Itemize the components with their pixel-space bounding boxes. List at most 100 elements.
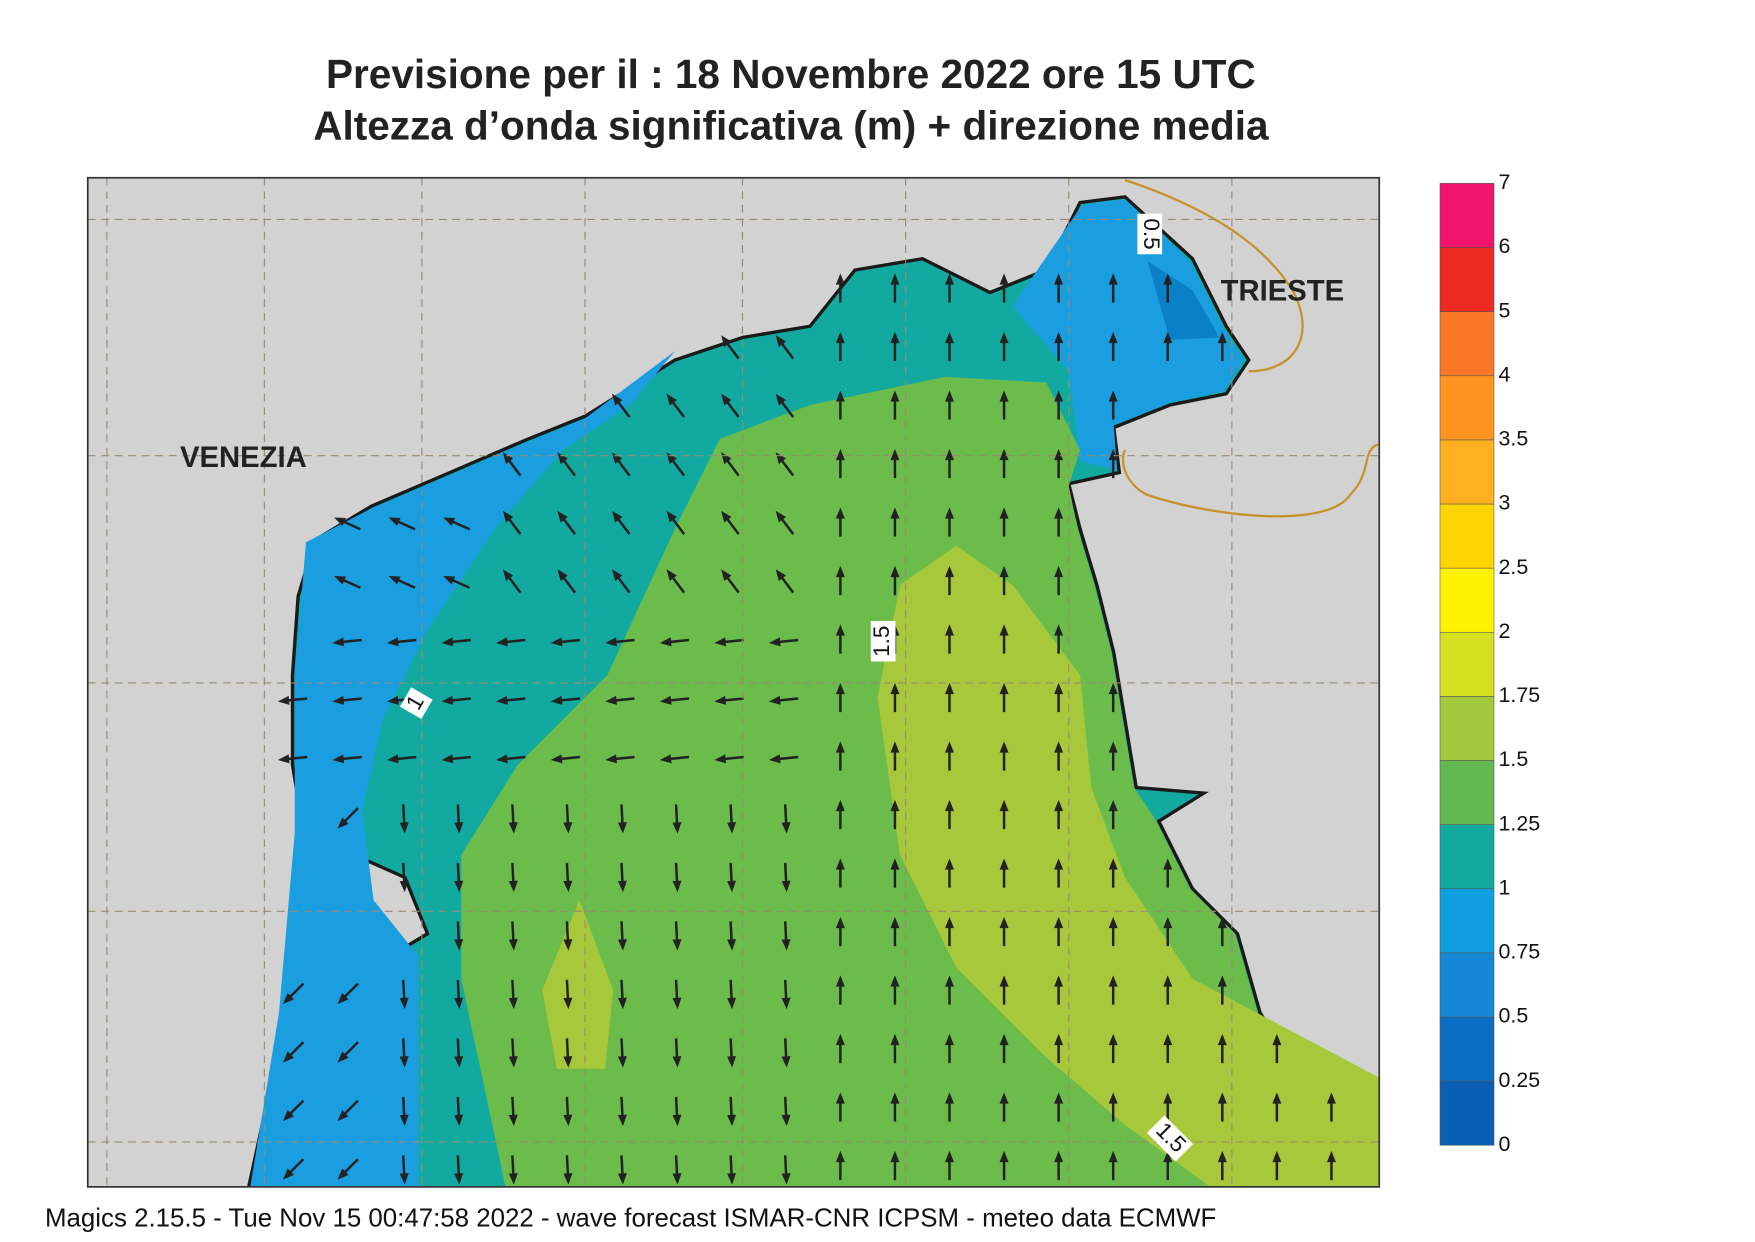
arrow-head bbox=[768, 695, 781, 705]
arrow-head bbox=[781, 997, 791, 1010]
colorbar-band bbox=[1439, 1016, 1495, 1082]
arrow-head bbox=[727, 1173, 737, 1185]
arrow-head bbox=[835, 331, 845, 344]
arrow-head bbox=[945, 975, 954, 987]
arrow-head bbox=[277, 695, 290, 705]
arrow-head bbox=[768, 637, 781, 647]
arrow-head bbox=[1217, 1033, 1227, 1046]
arrow-head bbox=[1108, 1033, 1118, 1046]
arrow-head bbox=[563, 880, 573, 893]
arrow-head bbox=[332, 695, 345, 705]
arrow-head bbox=[550, 695, 563, 705]
arrow-head bbox=[835, 507, 845, 519]
arrow-head bbox=[1217, 916, 1227, 929]
arrow-head bbox=[557, 569, 568, 581]
arrow-head bbox=[1163, 273, 1173, 285]
arrow-head bbox=[502, 569, 514, 581]
arrow-head bbox=[617, 1173, 627, 1185]
contour-label-text: 0.5 bbox=[1139, 218, 1164, 249]
arrow-head bbox=[399, 997, 409, 1010]
colorbar-tick: 0.75 bbox=[1499, 940, 1541, 964]
sea-zone bbox=[250, 351, 675, 1187]
arrow-head bbox=[563, 1114, 573, 1127]
arrow-head bbox=[768, 754, 781, 764]
colorbar-band bbox=[1439, 247, 1495, 312]
arrow-head bbox=[443, 576, 456, 585]
arrow-head bbox=[617, 1056, 627, 1068]
arrow-head bbox=[332, 637, 345, 647]
arrow-head bbox=[672, 822, 682, 834]
arrow-head bbox=[337, 817, 349, 829]
arrow-head bbox=[721, 510, 732, 523]
arrow-head bbox=[399, 1114, 409, 1127]
arrow-head bbox=[617, 880, 627, 893]
arrow-head bbox=[1054, 1033, 1064, 1046]
arrow-head bbox=[496, 637, 508, 647]
arrow-head bbox=[1108, 916, 1118, 929]
arrow-head bbox=[781, 1114, 791, 1127]
arrow-head bbox=[282, 1110, 294, 1122]
arrow-head bbox=[399, 1173, 409, 1185]
title-line: Previsione per il : 18 Novembre 2022 ore… bbox=[326, 51, 1256, 97]
arrow-head bbox=[999, 448, 1009, 461]
colorbar-band bbox=[1439, 311, 1495, 377]
arrow-head bbox=[659, 695, 672, 705]
arrow-head bbox=[999, 682, 1009, 695]
arrow-head bbox=[1054, 975, 1064, 987]
colorbar-band bbox=[1439, 888, 1495, 954]
arrow-head bbox=[612, 510, 623, 523]
arrow-head bbox=[945, 1150, 954, 1163]
arrow-head bbox=[1217, 975, 1227, 987]
arrow-head bbox=[454, 997, 464, 1010]
arrow-head bbox=[672, 939, 682, 951]
colorbar-tick: 0.5 bbox=[1499, 1004, 1529, 1028]
arrow-head bbox=[781, 880, 791, 893]
arrow-head bbox=[605, 695, 617, 705]
arrow-head bbox=[666, 393, 677, 406]
arrow-head bbox=[1054, 565, 1064, 578]
arrow-head bbox=[1108, 741, 1118, 753]
arrow-head bbox=[1054, 390, 1064, 402]
arrow-head bbox=[1163, 1033, 1173, 1046]
arrow-head bbox=[557, 510, 568, 523]
arrow-head bbox=[890, 331, 900, 344]
title-line: Altezza d’onda significativa (m) + direz… bbox=[313, 103, 1269, 149]
arrow-head bbox=[945, 331, 954, 344]
arrow-head bbox=[508, 880, 518, 893]
arrow-head bbox=[945, 916, 954, 929]
arrow-head bbox=[835, 624, 845, 636]
arrow-head bbox=[617, 1114, 627, 1127]
arrow-head bbox=[945, 682, 954, 695]
arrow-head bbox=[563, 1056, 573, 1068]
arrow-head bbox=[945, 741, 954, 753]
arrow-head bbox=[835, 682, 845, 695]
arrow-head bbox=[890, 975, 900, 987]
arrow-head bbox=[890, 507, 900, 519]
arrow-head bbox=[337, 1051, 349, 1063]
colorbar-tick: 6 bbox=[1499, 234, 1511, 258]
arrow-head bbox=[672, 997, 682, 1010]
arrow-head bbox=[388, 576, 401, 585]
map: 0.5 1 1.5 1.5 VENEZIA TRIESTE bbox=[87, 177, 1380, 1187]
arrow-head bbox=[835, 273, 845, 285]
arrow-head bbox=[1163, 916, 1173, 929]
arrow-head bbox=[727, 1114, 737, 1127]
arrow-head bbox=[672, 1114, 682, 1127]
arrow-head bbox=[835, 565, 845, 578]
arrow-head bbox=[502, 452, 514, 464]
arrow-head bbox=[563, 997, 573, 1010]
arrow-head bbox=[1108, 390, 1118, 402]
arrow-head bbox=[999, 390, 1009, 402]
arrow-head bbox=[617, 822, 627, 834]
city-label: TRIESTE bbox=[1221, 275, 1345, 307]
sea-zone bbox=[542, 900, 614, 1069]
colorbar-tick: 0.25 bbox=[1499, 1068, 1541, 1092]
arrow-head bbox=[441, 695, 454, 705]
arrow-head bbox=[1054, 916, 1064, 929]
arrow-head bbox=[835, 1033, 845, 1046]
arrow-head bbox=[1272, 1150, 1282, 1163]
arrow-head bbox=[890, 273, 900, 285]
arrow-head bbox=[727, 880, 737, 893]
arrow-head bbox=[550, 637, 563, 647]
